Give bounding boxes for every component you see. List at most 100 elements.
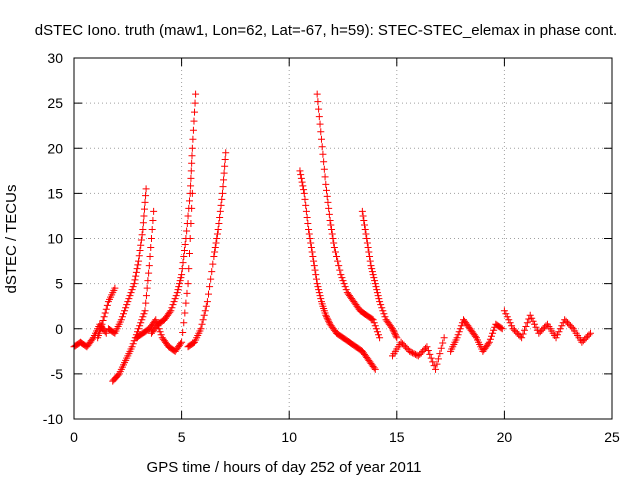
data-point xyxy=(118,313,126,321)
data-point xyxy=(337,271,345,279)
data-point xyxy=(298,178,306,186)
data-point xyxy=(178,338,186,346)
data-point xyxy=(323,313,331,321)
data-point xyxy=(170,298,178,306)
data-point xyxy=(556,325,564,333)
y-tick-label: 10 xyxy=(47,231,63,247)
data-point xyxy=(529,317,537,325)
data-point xyxy=(326,216,334,224)
data-point xyxy=(181,241,189,249)
data-point xyxy=(135,257,143,265)
data-point xyxy=(137,319,145,327)
data-point xyxy=(180,253,188,261)
data-point xyxy=(142,185,150,193)
data-point xyxy=(413,351,421,359)
data-point xyxy=(117,316,125,324)
data-point xyxy=(205,290,212,298)
data-point xyxy=(440,334,448,342)
data-point xyxy=(331,248,339,256)
data-point xyxy=(471,332,479,340)
data-point xyxy=(578,338,586,346)
data-point xyxy=(535,329,543,337)
data-point xyxy=(318,143,326,151)
data-point xyxy=(187,182,195,190)
data-point xyxy=(207,275,215,283)
data-point xyxy=(372,283,380,291)
data-point xyxy=(558,322,566,330)
data-point xyxy=(406,347,414,355)
data-point xyxy=(220,169,228,177)
data-point xyxy=(314,283,322,291)
data-point xyxy=(367,262,375,270)
data-point xyxy=(216,207,224,215)
data-point xyxy=(197,325,205,333)
data-point xyxy=(111,284,119,292)
data-point xyxy=(98,320,106,328)
data-point xyxy=(140,212,148,220)
data-point xyxy=(303,213,311,221)
data-point xyxy=(145,262,153,270)
data-point xyxy=(414,352,422,360)
data-point xyxy=(512,328,520,336)
data-point xyxy=(368,315,376,323)
data-point xyxy=(307,244,315,252)
data-point xyxy=(381,313,389,321)
data-point xyxy=(579,337,587,345)
chart-title: dSTEC Iono. truth (maw1, Lon=62, Lat=-67… xyxy=(35,22,617,39)
data-point xyxy=(127,289,135,297)
data-point xyxy=(138,231,146,239)
data-point xyxy=(136,247,144,255)
data-point xyxy=(518,334,526,342)
data-point xyxy=(434,355,442,363)
data-point xyxy=(532,323,540,331)
data-point xyxy=(322,180,330,188)
data-point xyxy=(453,334,461,342)
data-point xyxy=(342,286,350,294)
data-point xyxy=(187,174,195,182)
data-point xyxy=(506,319,514,327)
y-tick-label: 20 xyxy=(47,140,63,156)
data-point xyxy=(174,286,182,294)
data-point xyxy=(212,239,220,247)
x-axis-label: GPS time / hours of day 252 of year 2011 xyxy=(147,459,422,476)
data-point xyxy=(519,330,527,338)
data-point xyxy=(429,358,437,366)
data-point xyxy=(150,207,158,215)
data-point xyxy=(129,283,137,291)
data-point xyxy=(392,332,400,340)
data-point xyxy=(319,150,327,158)
x-tick-labels: 0 5 10 15 20 25 xyxy=(70,429,620,445)
data-point xyxy=(371,322,379,330)
data-point xyxy=(455,328,463,336)
data-point xyxy=(132,272,140,280)
data-point xyxy=(315,113,323,121)
data-point xyxy=(133,265,141,273)
data-point xyxy=(373,328,381,336)
data-point xyxy=(179,259,187,267)
data-point xyxy=(427,354,435,362)
data-point xyxy=(410,350,418,358)
data-point xyxy=(561,316,569,324)
data-point xyxy=(313,90,321,98)
data-point xyxy=(312,271,320,279)
data-point xyxy=(131,276,139,284)
data-point xyxy=(407,348,415,356)
data-point xyxy=(564,319,572,327)
data-point xyxy=(582,334,590,342)
data-point xyxy=(500,307,508,315)
data-point xyxy=(538,326,546,334)
data-point xyxy=(365,248,373,256)
data-point xyxy=(185,265,193,273)
data-point xyxy=(457,322,465,330)
data-point xyxy=(390,328,398,336)
data-point xyxy=(508,322,516,330)
data-point xyxy=(487,332,495,340)
data-point xyxy=(325,317,333,325)
data-point xyxy=(366,257,374,265)
data-point xyxy=(541,323,549,331)
data-point xyxy=(456,325,464,333)
data-point xyxy=(129,340,137,348)
data-point xyxy=(140,310,148,318)
data-point xyxy=(314,98,322,106)
data-point xyxy=(218,195,226,203)
